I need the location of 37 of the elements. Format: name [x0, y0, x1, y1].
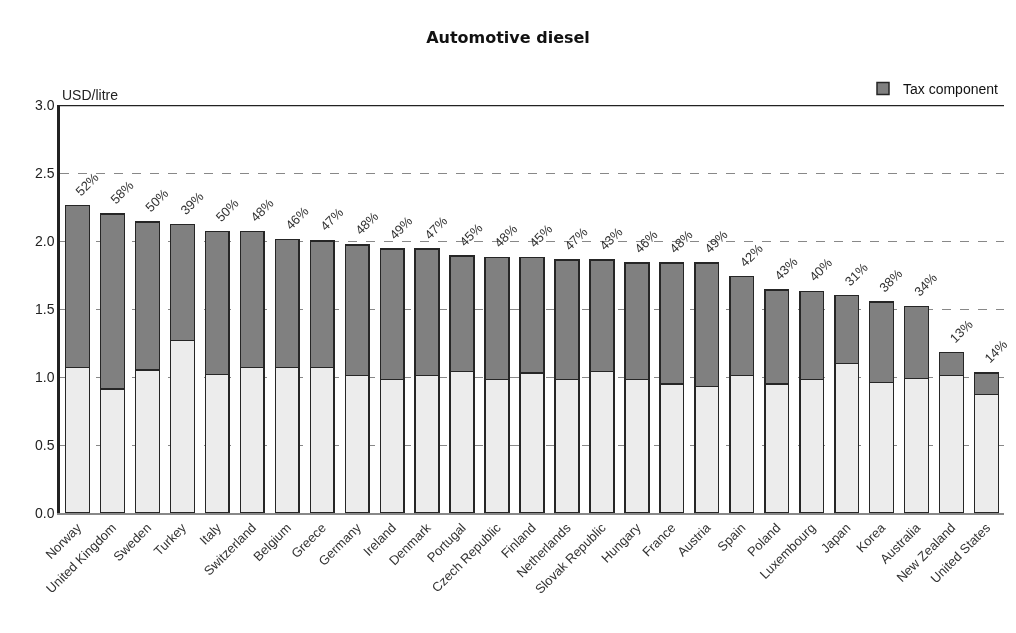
annotation: 47%	[421, 213, 451, 243]
y-tick-label: 3.0	[34, 96, 55, 113]
y-tick-label: 1.0	[34, 368, 55, 385]
annotation: 48%	[352, 208, 382, 238]
annotation: 46%	[631, 226, 661, 257]
annotation: 58%	[107, 177, 137, 207]
annotation: 14%	[981, 336, 1011, 366]
annotation: 48%	[247, 195, 277, 225]
y-tick-label: 0.5	[34, 436, 55, 453]
annotation: 48%	[491, 221, 521, 251]
annotation: 34%	[911, 269, 941, 300]
legend-label: Tax component	[903, 81, 999, 98]
annotation: 40%	[806, 254, 836, 285]
annotation: 45%	[526, 221, 556, 251]
y-axis-title: USD/litre	[62, 87, 119, 103]
annotation: 31%	[841, 259, 872, 289]
annotation: 42%	[736, 240, 767, 270]
annotation: 45%	[456, 220, 486, 250]
annotation: 49%	[701, 226, 731, 257]
annotation: 52%	[72, 169, 102, 199]
y-tick-label: 2.5	[34, 164, 55, 181]
annotation: 43%	[771, 253, 801, 284]
annotation: 38%	[876, 265, 906, 296]
annotation: 47%	[317, 204, 347, 234]
y-tick-label: 2.0	[34, 232, 55, 249]
annotation: 50%	[212, 195, 242, 225]
y-tick-label: 0.0	[34, 504, 55, 521]
annotation: 46%	[282, 203, 312, 233]
chart-title: Automotive diesel	[426, 27, 590, 47]
annotation: 50%	[142, 185, 172, 215]
annotation: 13%	[946, 316, 976, 346]
annotation: 43%	[596, 223, 626, 254]
annotation: 39%	[177, 188, 207, 218]
annotation: 49%	[386, 213, 416, 243]
y-tick-label: 1.5	[34, 300, 55, 317]
annotation: 47%	[561, 223, 591, 254]
annotation: 48%	[666, 226, 696, 257]
